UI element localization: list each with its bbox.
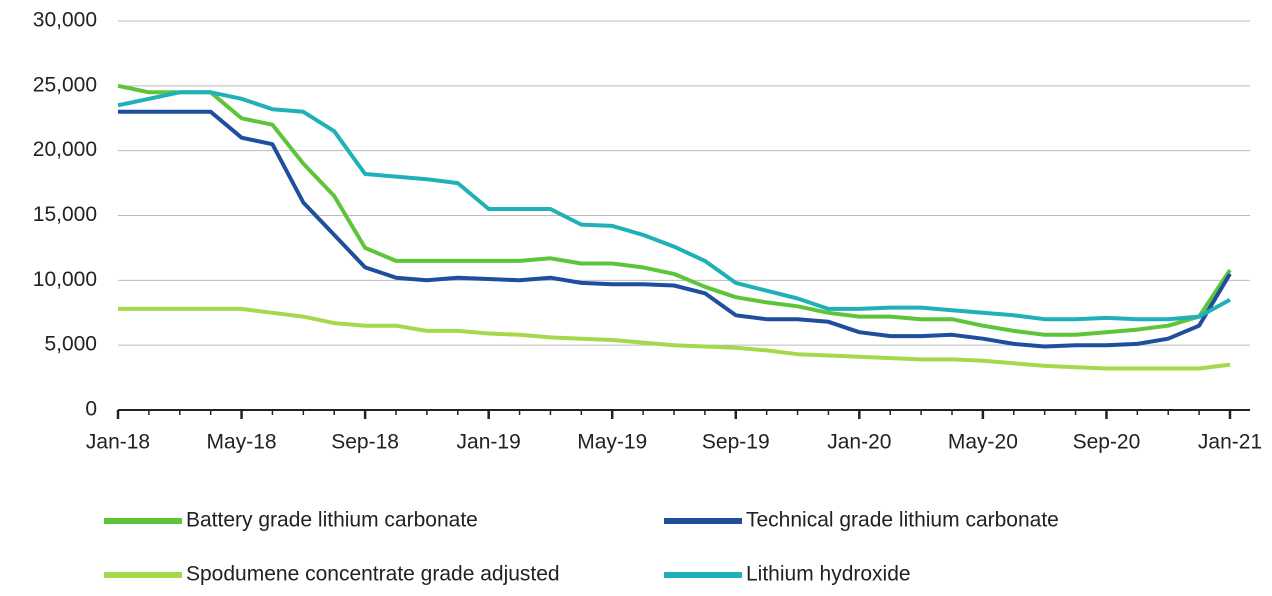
x-tick-label: Jan-18 bbox=[86, 431, 150, 454]
x-tick-label: Sep-19 bbox=[702, 431, 770, 454]
x-tick-label: Jan-19 bbox=[457, 431, 521, 454]
y-tick-label: 20,000 bbox=[33, 138, 97, 161]
x-tick-label: May-20 bbox=[948, 431, 1018, 454]
x-tick-label: Jan-20 bbox=[827, 431, 891, 454]
y-tick-label: 15,000 bbox=[33, 203, 97, 226]
y-tick-label: 30,000 bbox=[33, 9, 97, 32]
y-tick-label: 10,000 bbox=[33, 268, 97, 291]
x-tick-label: May-18 bbox=[207, 431, 277, 454]
y-tick-label: 0 bbox=[85, 398, 97, 421]
y-tick-label: 5,000 bbox=[44, 333, 97, 356]
x-tick-label: Sep-18 bbox=[331, 431, 399, 454]
series-line bbox=[118, 109, 1232, 349]
series-line bbox=[117, 83, 1232, 337]
series-line bbox=[118, 306, 1231, 371]
x-tick-label: Jan-21 bbox=[1198, 431, 1262, 454]
legend-label: Lithium hydroxide bbox=[746, 563, 911, 586]
legend-label: Technical grade lithium carbonate bbox=[746, 509, 1059, 532]
y-tick-label: 25,000 bbox=[33, 73, 97, 96]
x-tick-label: May-19 bbox=[577, 431, 647, 454]
series-line bbox=[117, 90, 1231, 322]
legend-label: Spodumene concentrate grade adjusted bbox=[186, 563, 560, 586]
legend-label: Battery grade lithium carbonate bbox=[186, 509, 478, 532]
x-tick-label: Sep-20 bbox=[1073, 431, 1141, 454]
